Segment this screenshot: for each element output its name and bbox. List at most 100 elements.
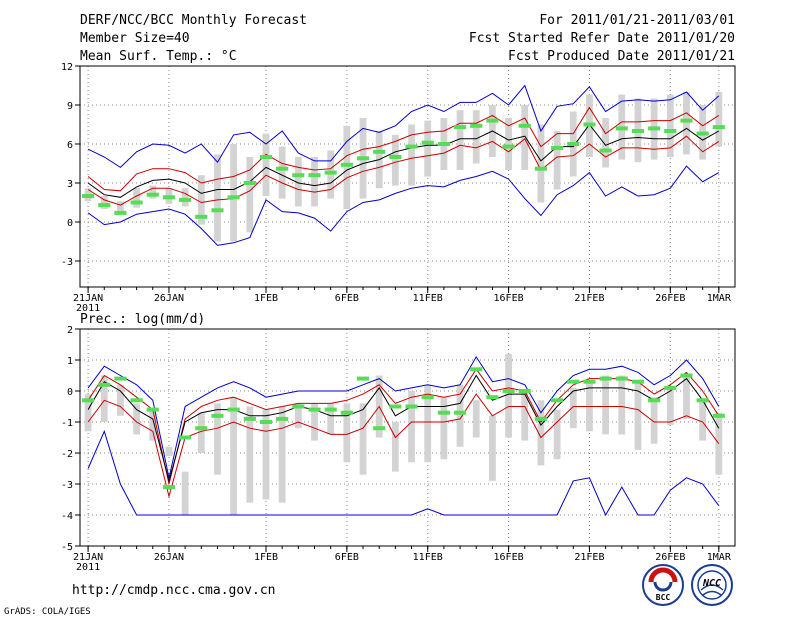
- observed-marker: [712, 413, 725, 418]
- bcc-logo-wave: [653, 581, 673, 592]
- observed-marker: [518, 389, 531, 393]
- y-tick-label: -2: [61, 449, 73, 460]
- ensemble-bar: [602, 118, 610, 168]
- observed-marker: [259, 155, 273, 159]
- series-line-lower: [87, 135, 720, 206]
- observed-marker: [583, 122, 596, 127]
- ensemble-bar: [84, 394, 92, 432]
- ensemble-bar: [100, 196, 108, 209]
- ensemble-bar: [391, 134, 399, 186]
- observed-marker: [356, 156, 370, 161]
- observed-marker: [648, 398, 661, 403]
- x-tick-label: 26FEB: [655, 552, 685, 563]
- observed-marker: [373, 426, 386, 431]
- ensemble-bar: [699, 400, 707, 441]
- observed-marker: [470, 123, 483, 128]
- ensemble-bar: [149, 409, 157, 441]
- ensemble-bar: [181, 188, 189, 207]
- y-tick-label: -1: [61, 418, 73, 429]
- observed-marker: [453, 410, 467, 415]
- ensemble-bar: [133, 188, 141, 208]
- observed-marker: [470, 367, 483, 372]
- y-tick-label: 0: [67, 218, 73, 229]
- ensemble-bar: [391, 422, 399, 472]
- ensemble-bar: [214, 403, 221, 475]
- ensemble-bar: [246, 406, 254, 503]
- ensemble-bar: [100, 375, 108, 422]
- series-line-min: [87, 429, 720, 517]
- observed-marker: [534, 166, 547, 171]
- ensemble-bar: [165, 446, 173, 457]
- observed-marker: [534, 416, 547, 421]
- precipitation-panel: -5 -4 -3 -2 -1 0 1 2 21JAN 26JAN 1FEB 6FEB 11FEB 16FE…: [61, 325, 736, 573]
- ensemble-bar: [359, 403, 367, 475]
- ensemble-bar: [521, 105, 529, 170]
- observed-marker: [243, 181, 256, 185]
- ensemble-bar: [472, 400, 480, 438]
- observed-marker: [195, 214, 208, 219]
- observed-marker: [551, 398, 564, 403]
- observed-marker: [130, 398, 143, 403]
- observed-marker: [599, 148, 612, 153]
- x-tick-label: 1MAR: [707, 552, 732, 563]
- observed-marker: [696, 398, 709, 403]
- observed-marker: [567, 142, 580, 146]
- observed-marker: [324, 407, 337, 412]
- ensemble-bar: [424, 384, 432, 463]
- ensemble-bar: [343, 403, 351, 463]
- x-tick-label: 21JAN: [73, 293, 103, 304]
- observed-marker: [162, 485, 176, 490]
- observed-marker: [211, 413, 224, 418]
- observed-marker: [437, 410, 450, 415]
- ensemble-bar: [440, 397, 448, 460]
- ensemble-bar: [683, 92, 690, 155]
- observed-marker: [405, 404, 418, 409]
- ensemble-bar: [327, 403, 335, 435]
- member-size-label: Member Size=40: [80, 31, 190, 46]
- observed-marker: [680, 118, 693, 123]
- observed-marker: [130, 200, 143, 205]
- ensemble-bar: [246, 157, 254, 233]
- y-tick-label: 2: [67, 325, 73, 336]
- series-line-upper: [87, 368, 720, 485]
- y-tick-label: -5: [61, 542, 73, 553]
- observed-marker: [276, 166, 289, 171]
- forecast-start-date: Fcst Started Refer Date 2011/01/20: [469, 31, 735, 46]
- observed-marker: [324, 170, 337, 175]
- ensemble-bar: [181, 471, 189, 515]
- plot-frame: [79, 328, 736, 547]
- observed-marker: [356, 376, 370, 381]
- ensemble-bar: [553, 131, 561, 190]
- y-tick-label: 3: [67, 179, 73, 190]
- ensemble-bar: [408, 124, 415, 186]
- series-line-max: [87, 84, 720, 169]
- observed-marker: [259, 420, 273, 424]
- y-tick-label: -3: [61, 257, 73, 268]
- y-tick-label: 6: [67, 140, 73, 151]
- observed-marker: [615, 126, 628, 131]
- observed-marker: [114, 210, 127, 215]
- x-tick-label: 1FEB: [254, 552, 278, 563]
- observed-marker: [340, 410, 353, 415]
- x-tick-label: 21FEB: [574, 293, 604, 304]
- ensemble-bar: [489, 415, 496, 481]
- ensemble-bar: [149, 185, 157, 199]
- ensemble-bar: [715, 412, 723, 475]
- observed-marker: [389, 404, 402, 409]
- ensemble-bar: [230, 397, 238, 515]
- x-tick-label: 26JAN: [154, 293, 184, 304]
- observed-marker: [146, 192, 159, 197]
- ensemble-bar: [683, 375, 690, 419]
- variable-label: Mean Surf. Temp.: °C: [80, 49, 237, 64]
- ensemble-bar: [634, 381, 642, 450]
- ensemble-bar: [505, 353, 512, 438]
- series-line-max: [87, 355, 720, 478]
- observed-marker: [114, 376, 127, 381]
- observed-marker: [486, 395, 499, 400]
- x-tick-label: 11FEB: [413, 293, 443, 304]
- x-tick-label: 11FEB: [413, 552, 443, 563]
- observed-marker: [373, 149, 386, 154]
- ncc-logo-text: NCC: [702, 578, 721, 589]
- observed-marker: [696, 131, 709, 136]
